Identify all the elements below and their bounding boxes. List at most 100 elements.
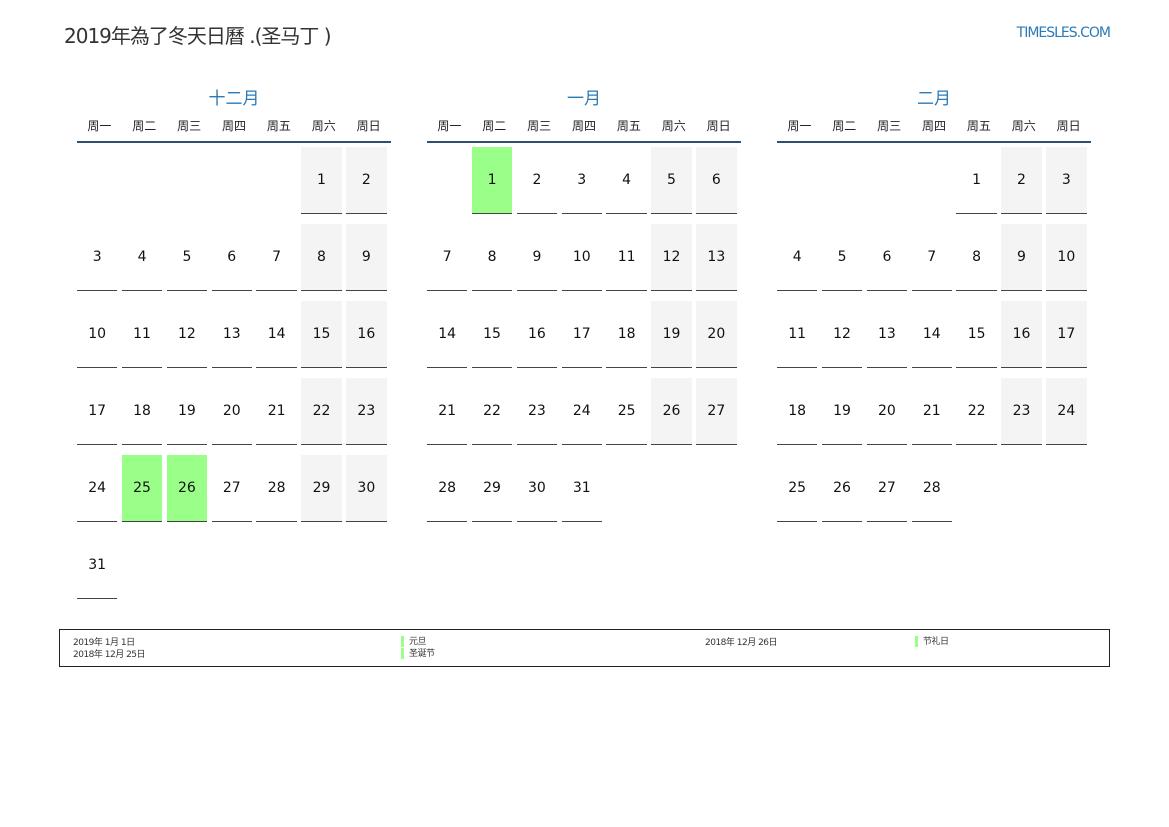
- day-cell[interactable]: 24: [561, 378, 602, 445]
- empty-cell: [167, 147, 207, 214]
- day-cell[interactable]: 20: [866, 378, 908, 445]
- day-cell[interactable]: 13: [866, 301, 908, 368]
- day-cell[interactable]: 29: [471, 455, 513, 522]
- empty-cell: [212, 147, 252, 214]
- day-cell[interactable]: 19: [821, 378, 863, 445]
- day-cell[interactable]: 13: [211, 301, 252, 368]
- day-cell[interactable]: 8: [471, 224, 513, 291]
- day-cell[interactable]: 5: [166, 224, 208, 291]
- day-cell[interactable]: 31: [77, 532, 118, 599]
- day-cell[interactable]: 26: [651, 378, 692, 445]
- day-cell[interactable]: 19: [651, 301, 692, 368]
- day-cell[interactable]: 21: [256, 378, 297, 445]
- day-cell[interactable]: 14: [911, 301, 952, 368]
- day-cell[interactable]: 6: [696, 147, 737, 214]
- holiday-color-marker: [915, 636, 918, 647]
- day-cell[interactable]: 14: [427, 301, 468, 368]
- day-cell[interactable]: 4: [121, 224, 163, 291]
- day-cell[interactable]: 12: [166, 301, 208, 368]
- day-cell[interactable]: 18: [606, 301, 647, 368]
- day-cell[interactable]: 17: [1046, 301, 1087, 368]
- day-cell[interactable]: 30: [516, 455, 558, 522]
- day-cell[interactable]: 14: [256, 301, 297, 368]
- day-cell[interactable]: 23: [1001, 378, 1042, 445]
- day-cell[interactable]: 27: [866, 455, 908, 522]
- day-cell[interactable]: 20: [696, 301, 737, 368]
- day-cell[interactable]: 26: [166, 455, 208, 522]
- day-cell[interactable]: 21: [427, 378, 468, 445]
- empty-cell: [912, 147, 952, 214]
- day-cell[interactable]: 11: [777, 301, 818, 368]
- day-cell[interactable]: 28: [256, 455, 297, 522]
- day-cell[interactable]: 26: [821, 455, 863, 522]
- day-cell[interactable]: 31: [561, 455, 602, 522]
- day-cell[interactable]: 13: [696, 224, 737, 291]
- day-cell[interactable]: 16: [516, 301, 558, 368]
- day-cell[interactable]: 8: [301, 224, 342, 291]
- day-cell[interactable]: 18: [777, 378, 818, 445]
- day-cell[interactable]: 7: [427, 224, 468, 291]
- day-cell[interactable]: 12: [651, 224, 692, 291]
- day-cell[interactable]: 19: [166, 378, 208, 445]
- day-cell[interactable]: 5: [651, 147, 692, 214]
- week-row: 7 8 9 10 11 12 13: [427, 224, 741, 297]
- day-cell[interactable]: 25: [606, 378, 647, 445]
- day-cell[interactable]: 21: [911, 378, 952, 445]
- day-cell[interactable]: 27: [696, 378, 737, 445]
- week-row: 14 15 16 17 18 19 20: [427, 301, 741, 374]
- day-cell[interactable]: 4: [777, 224, 818, 291]
- day-cell[interactable]: 27: [211, 455, 252, 522]
- day-cell[interactable]: 11: [606, 224, 647, 291]
- day-cell[interactable]: 17: [77, 378, 118, 445]
- day-cell[interactable]: 2: [516, 147, 558, 214]
- day-cell[interactable]: 1: [301, 147, 342, 214]
- day-cell[interactable]: 22: [301, 378, 342, 445]
- day-cell[interactable]: 9: [346, 224, 387, 291]
- day-cell[interactable]: 3: [561, 147, 602, 214]
- day-cell[interactable]: 6: [866, 224, 908, 291]
- day-cell[interactable]: 7: [256, 224, 297, 291]
- day-cell[interactable]: 6: [211, 224, 252, 291]
- day-cell[interactable]: 5: [821, 224, 863, 291]
- day-cell[interactable]: 15: [471, 301, 513, 368]
- day-cell[interactable]: 16: [346, 301, 387, 368]
- day-cell[interactable]: 1: [471, 147, 513, 214]
- day-cell[interactable]: 7: [911, 224, 952, 291]
- day-cell[interactable]: 3: [1046, 147, 1087, 214]
- day-cell[interactable]: 23: [516, 378, 558, 445]
- day-cell[interactable]: 22: [956, 378, 997, 445]
- day-cell[interactable]: 25: [777, 455, 818, 522]
- day-cell[interactable]: 28: [427, 455, 468, 522]
- day-cell[interactable]: 10: [1046, 224, 1087, 291]
- day-cell[interactable]: 10: [561, 224, 602, 291]
- day-cell[interactable]: 29: [301, 455, 342, 522]
- day-cell[interactable]: 20: [211, 378, 252, 445]
- day-cell[interactable]: 8: [956, 224, 997, 291]
- day-cell[interactable]: 15: [301, 301, 342, 368]
- day-cell[interactable]: 3: [77, 224, 118, 291]
- day-cell[interactable]: 9: [516, 224, 558, 291]
- day-cell[interactable]: 17: [561, 301, 602, 368]
- day-cell[interactable]: 24: [77, 455, 118, 522]
- day-cell[interactable]: 22: [471, 378, 513, 445]
- day-cell[interactable]: 25: [121, 455, 163, 522]
- day-cell[interactable]: 23: [346, 378, 387, 445]
- day-cell[interactable]: 24: [1046, 378, 1087, 445]
- day-cell[interactable]: 1: [956, 147, 997, 214]
- day-cell[interactable]: 18: [121, 378, 163, 445]
- day-cell[interactable]: 2: [346, 147, 387, 214]
- day-cell[interactable]: 12: [821, 301, 863, 368]
- day-cell[interactable]: 4: [606, 147, 647, 214]
- week-row: 25 26 27 28: [777, 455, 1091, 528]
- day-cell[interactable]: 15: [956, 301, 997, 368]
- day-cell[interactable]: 16: [1001, 301, 1042, 368]
- day-cell[interactable]: 30: [346, 455, 387, 522]
- site-link[interactable]: TIMESLES.COM: [1016, 25, 1111, 41]
- day-cell[interactable]: 28: [911, 455, 952, 522]
- day-cell[interactable]: 11: [121, 301, 163, 368]
- weekday-label: 周五: [266, 119, 291, 133]
- day-cell[interactable]: 9: [1001, 224, 1042, 291]
- day-cell[interactable]: 10: [77, 301, 118, 368]
- day-cell[interactable]: 2: [1001, 147, 1042, 214]
